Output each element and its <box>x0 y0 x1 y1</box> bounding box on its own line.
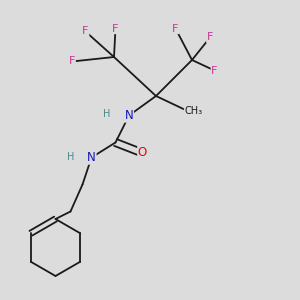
Text: H: H <box>103 109 110 119</box>
Text: F: F <box>207 32 213 43</box>
Text: F: F <box>112 23 119 34</box>
Text: CH₃: CH₃ <box>184 106 202 116</box>
Text: F: F <box>82 26 89 37</box>
Text: F: F <box>172 23 179 34</box>
Text: N: N <box>124 109 134 122</box>
Text: F: F <box>69 56 75 67</box>
Text: O: O <box>138 146 147 160</box>
Text: H: H <box>68 152 75 162</box>
Text: F: F <box>211 65 218 76</box>
Text: N: N <box>87 151 96 164</box>
